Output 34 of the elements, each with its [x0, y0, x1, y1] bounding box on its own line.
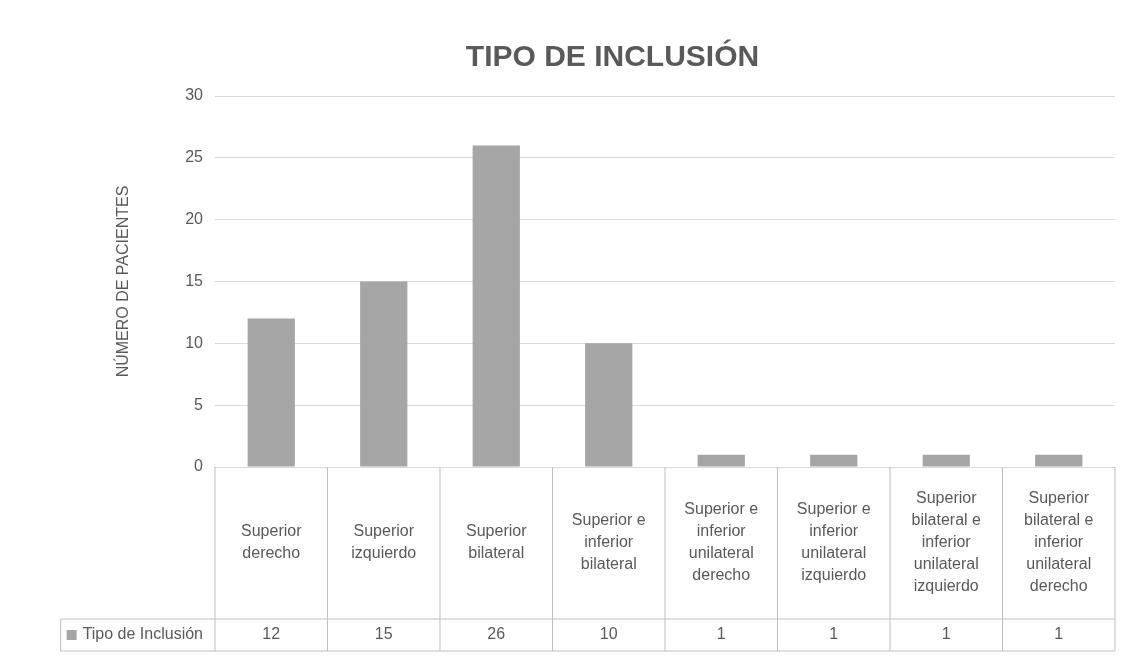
data-label: 15 [374, 625, 393, 643]
x-tick-label: Superior e inferior unilateral izquierdo [796, 500, 871, 584]
y-tick-label: 25 [185, 148, 204, 166]
x-tick-label: Superior bilateral e inferior unilateral izquierdo [911, 489, 982, 595]
bar [360, 281, 408, 467]
bar [1035, 454, 1083, 467]
bar [472, 145, 520, 467]
chart-title: TIPO DE INCLUSIÓN [465, 39, 760, 73]
data-label: 1 [1054, 625, 1064, 643]
x-tick-label: Superior izquierdo [351, 522, 417, 562]
data-label: 12 [262, 625, 281, 643]
bar [247, 318, 295, 467]
x-tick-label: Superior bilateral [466, 522, 528, 562]
y-tick-label: 0 [194, 457, 204, 475]
data-label: 26 [487, 625, 506, 643]
bar [810, 454, 858, 467]
y-axis-title: NÚMERO DE PACIENTES [113, 185, 132, 378]
bar [697, 454, 745, 467]
x-tick-label: Superior e inferior bilateral [571, 511, 646, 573]
data-label: 1 [941, 625, 951, 643]
y-tick-label: 20 [185, 210, 204, 228]
y-tick-label: 5 [194, 395, 204, 413]
bar [585, 343, 633, 467]
data-label: 1 [716, 625, 726, 643]
x-tick-label: Superior e inferior unilateral derecho [684, 500, 759, 584]
y-tick-label: 15 [185, 271, 204, 289]
legend-label: Tipo de Inclusión [82, 625, 203, 643]
y-tick-label: 30 [185, 86, 204, 104]
bar [922, 454, 970, 467]
x-tick-label: Superior derecho [241, 522, 303, 562]
y-tick-label: 10 [185, 333, 204, 351]
data-label: 10 [599, 625, 618, 643]
x-tick-label: Superior bilateral e inferior unilateral derecho [1024, 489, 1094, 595]
data-label: 1 [829, 625, 839, 643]
